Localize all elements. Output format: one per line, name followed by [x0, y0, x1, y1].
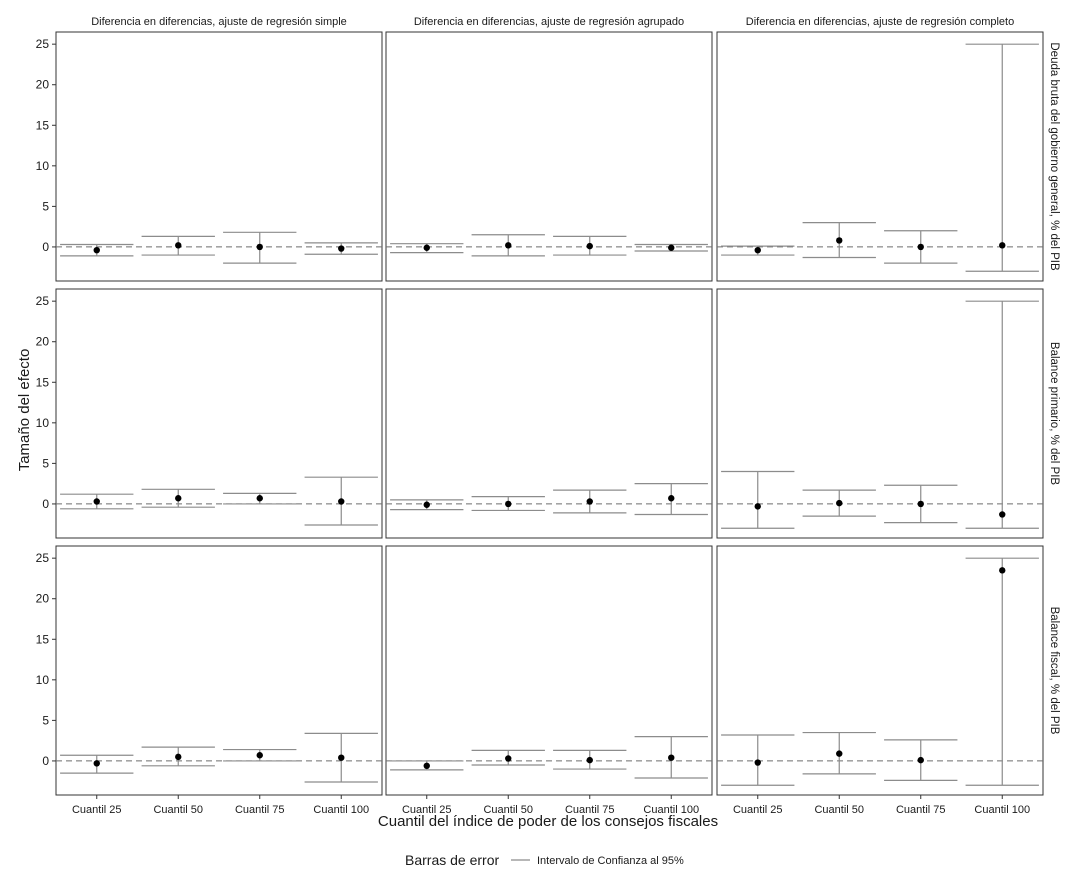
point-estimate — [93, 498, 100, 505]
x-tick-label: Cuantil 50 — [483, 804, 533, 816]
point-estimate — [93, 760, 100, 767]
point-estimate — [999, 567, 1006, 574]
y-tick-label: 10 — [36, 159, 50, 173]
point-estimate — [256, 495, 263, 502]
point-estimate — [754, 246, 761, 254]
point-estimate — [423, 501, 430, 508]
y-tick-label: 25 — [36, 551, 50, 565]
point-estimate — [505, 242, 512, 249]
point-estimate — [505, 755, 512, 762]
point-estimate — [836, 237, 843, 244]
panel-frame — [55, 545, 383, 796]
point-estimate — [338, 245, 345, 252]
legend-title: Barras de error — [405, 852, 499, 868]
y-tick-label: 20 — [36, 592, 50, 606]
panel-frame — [716, 288, 1044, 539]
point-estimate — [586, 242, 593, 250]
panel-frame — [385, 288, 713, 539]
point-estimate — [999, 511, 1006, 518]
point-estimate — [668, 244, 675, 251]
point-estimate — [917, 756, 924, 764]
x-tick-label: Cuantil 25 — [733, 804, 783, 816]
x-tick-label: Cuantil 100 — [974, 804, 1030, 816]
y-tick-label: 15 — [36, 375, 50, 389]
point-estimate — [175, 242, 182, 249]
y-tick-label: 25 — [36, 294, 50, 308]
point-estimate — [338, 498, 345, 505]
panel-frame — [385, 545, 713, 796]
panel-frame — [385, 31, 713, 282]
y-tick-label: 15 — [36, 118, 50, 132]
point-estimate — [93, 246, 100, 254]
panel-frame — [55, 288, 383, 539]
x-axis-title: Cuantil del índice de poder de los conse… — [378, 813, 718, 830]
point-estimate — [423, 244, 430, 251]
y-tick-label: 5 — [42, 456, 49, 470]
x-tick-label: Cuantil 25 — [402, 804, 452, 816]
point-estimate — [586, 498, 593, 505]
y-tick-label: 25 — [36, 37, 50, 51]
y-tick-label: 0 — [42, 754, 49, 768]
row-strip-label: Deuda bruta del gobierno general, % del … — [1048, 42, 1060, 271]
x-tick-label: Cuantil 75 — [235, 804, 285, 816]
column-strip-label: Diferencia en diferencias, ajuste de reg… — [414, 16, 684, 28]
column-strip-label: Diferencia en diferencias, ajuste de reg… — [91, 16, 347, 28]
y-tick-label: 15 — [36, 632, 50, 646]
point-estimate — [754, 759, 761, 766]
x-tick-label: Cuantil 100 — [313, 804, 369, 816]
y-tick-label: 5 — [42, 713, 49, 727]
x-tick-label: Cuantil 50 — [814, 804, 864, 816]
y-tick-label: 0 — [42, 240, 49, 254]
y-tick-label: 20 — [36, 335, 50, 349]
panel-frame — [716, 31, 1044, 282]
y-tick-label: 0 — [42, 497, 49, 511]
point-estimate — [175, 495, 182, 502]
row-strip-label: Balance primario, % del PIB — [1048, 342, 1060, 486]
point-estimate — [586, 756, 593, 764]
point-estimate — [338, 754, 345, 761]
x-tick-label: Cuantil 50 — [153, 804, 203, 816]
point-estimate — [668, 495, 675, 502]
legend: Barras de error Intervalo de Confianza a… — [405, 852, 684, 868]
point-estimate — [423, 762, 430, 770]
y-tick-label: 5 — [42, 199, 49, 213]
column-strip-label: Diferencia en diferencias, ajuste de reg… — [746, 16, 1014, 28]
point-estimate — [668, 754, 675, 761]
x-tick-label: Cuantil 75 — [896, 804, 946, 816]
x-tick-label: Cuantil 100 — [643, 804, 699, 816]
point-estimate — [836, 750, 843, 757]
panel-frame — [716, 545, 1044, 796]
x-tick-label: Cuantil 25 — [72, 804, 122, 816]
point-estimate — [256, 752, 263, 759]
point-estimate — [175, 753, 182, 761]
panels-layer: 0 5 10 15 20 25 Deuda bruta del gobierno gener… — [36, 16, 1060, 816]
y-tick-label: 20 — [36, 78, 50, 92]
x-tick-label: Cuantil 75 — [565, 804, 615, 816]
y-tick-label: 10 — [36, 416, 50, 430]
point-estimate — [999, 242, 1006, 249]
point-estimate — [505, 500, 512, 508]
point-estimate — [754, 503, 761, 510]
point-estimate — [836, 499, 843, 507]
y-axis-title: Tamaño del efecto — [16, 349, 33, 472]
point-estimate — [917, 243, 924, 251]
point-estimate — [256, 243, 263, 251]
point-estimate — [917, 500, 924, 508]
y-tick-label: 10 — [36, 673, 50, 687]
panel-frame — [55, 31, 383, 282]
row-strip-label: Balance fiscal, % del PIB — [1048, 607, 1060, 735]
legend-entry-label: Intervalo de Confianza al 95% — [537, 855, 684, 867]
